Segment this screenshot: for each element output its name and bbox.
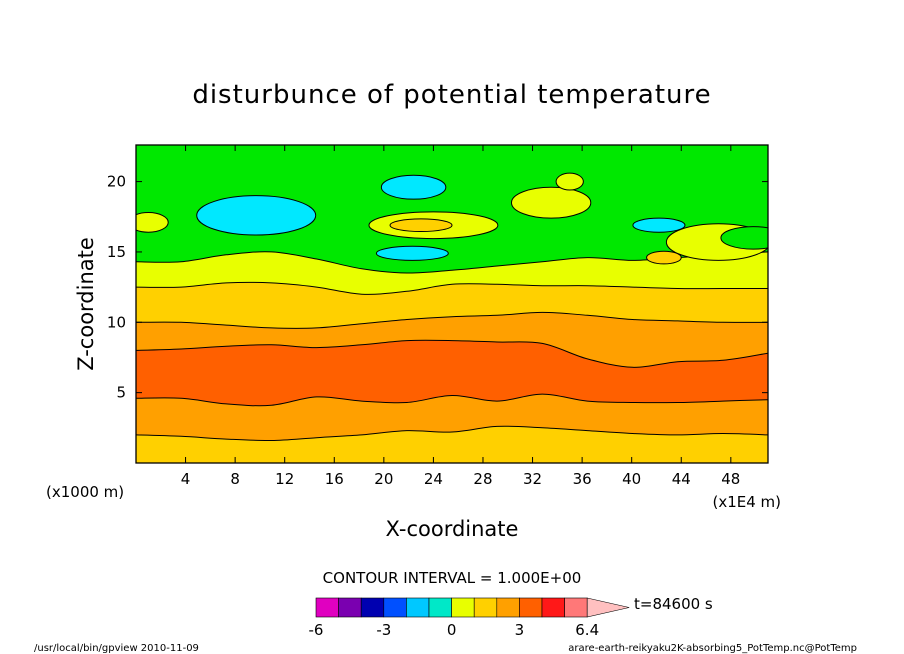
contour-plot: [136, 145, 768, 463]
y-tick-label: 5: [116, 384, 126, 402]
contour-line-0: [136, 425, 768, 442]
contour-line-1: [136, 393, 768, 407]
contour-band-0: [136, 426, 768, 463]
contour-blob-5: [389, 218, 453, 233]
colorbar-swatch: [406, 597, 430, 618]
contour-blob-7: [510, 186, 592, 219]
chart-title: disturbunce of potential temperature: [192, 80, 711, 110]
x-tick-label: 32: [523, 470, 542, 488]
footer-left: /usr/local/bin/gpview 2010-11-09: [34, 643, 199, 654]
x-axis-label: X-coordinate: [386, 517, 519, 541]
colorbar-swatch: [541, 597, 565, 618]
x-unit-label: (x1E4 m): [712, 493, 781, 511]
contour-blob-9: [646, 250, 682, 265]
contour-line-3: [136, 311, 768, 329]
colorbar-swatch: [383, 597, 407, 618]
colorbar-swatch: [519, 597, 543, 618]
colorbar: -6 -3 0 3 6.4: [309, 597, 630, 639]
y-axis-label: Z-coordinate: [74, 237, 98, 371]
colorbar-swatch: [360, 597, 385, 618]
y-tick-label: 15: [107, 243, 126, 261]
colorbar-tick-label: 6.4: [575, 621, 599, 639]
footer-right: arare-earth-reikyaku2K-absorbing5_PotTem…: [568, 643, 857, 654]
colorbar-tick-label: 0: [447, 621, 457, 639]
y-tick-label: 20: [107, 173, 126, 191]
time-label: t=84600 s: [634, 595, 713, 613]
colorbar-swatch: [496, 597, 520, 618]
x-tick-label: 40: [622, 470, 641, 488]
x-tick-label: 20: [374, 470, 393, 488]
x-tick-label: 48: [721, 470, 740, 488]
plot-frame: [135, 144, 769, 464]
colorbar-swatch: [451, 597, 475, 618]
x-tick-label: 36: [573, 470, 592, 488]
contour-blob-8: [555, 172, 584, 191]
colorbar-swatch: [564, 597, 588, 618]
colorbar-swatch: [338, 597, 362, 618]
x-tick-label: 12: [275, 470, 294, 488]
x-tick-label: 16: [325, 470, 344, 488]
contour-blob-11: [720, 226, 768, 250]
contour-line-4: [136, 281, 768, 295]
x-tick-label: 24: [424, 470, 443, 488]
contour-line-2: [136, 339, 768, 368]
contour-blob-0: [196, 195, 317, 236]
colorbar-swatch: [315, 597, 339, 618]
contour-blob-3: [632, 217, 686, 233]
x-tick-label: 44: [672, 470, 691, 488]
contour-blob-2: [375, 245, 449, 261]
y-unit-label: (x1000 m): [46, 483, 124, 501]
colorbar-swatch: [473, 597, 498, 618]
y-tick-label: 10: [107, 313, 126, 331]
contour-blob-1: [380, 174, 447, 200]
x-tick-label: 28: [473, 470, 492, 488]
colorbar-tick-label: 3: [515, 621, 525, 639]
contour-blob-6: [136, 212, 169, 233]
contour-interval-text: CONTOUR INTERVAL = 1.000E+00: [323, 569, 582, 587]
colorbar-swatch: [428, 597, 452, 618]
x-tick-label: 4: [181, 470, 191, 488]
y-axis-ticks: 5 10 15 20: [107, 173, 768, 402]
x-axis-ticks: 4 8 12 16 20 24 28 32 36 40 44 48: [181, 145, 740, 488]
x-tick-label: 8: [230, 470, 240, 488]
colorbar-tick-label: -6: [309, 621, 324, 639]
colorbar-extend-arrow: [586, 597, 630, 618]
colorbar-tick-label: -3: [376, 621, 391, 639]
